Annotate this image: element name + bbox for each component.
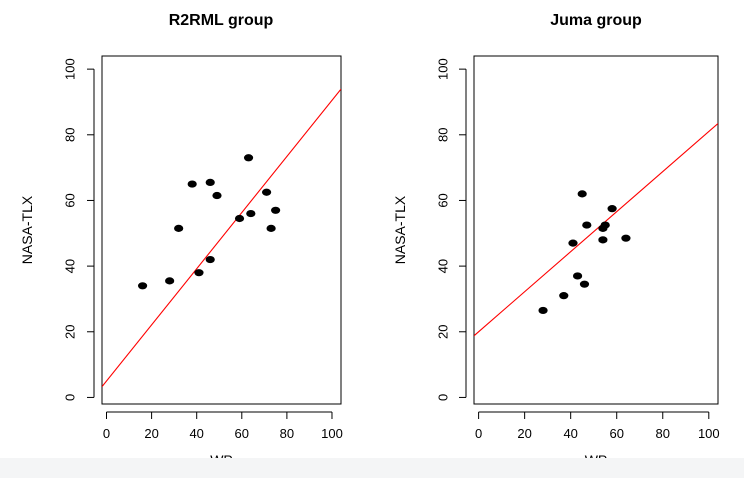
- y-tick-label: 100: [63, 58, 78, 80]
- data-point: [607, 205, 617, 213]
- data-points: [538, 190, 631, 315]
- x-tick-label: 60: [235, 426, 249, 441]
- x-tick-label: 40: [189, 426, 203, 441]
- data-point: [187, 180, 197, 188]
- data-point: [559, 292, 569, 300]
- data-point: [174, 224, 184, 232]
- panel-title: Juma group: [550, 12, 642, 29]
- x-tick-label: 40: [563, 426, 577, 441]
- regression-line: [102, 88, 341, 387]
- data-point: [261, 188, 272, 196]
- data-point: [194, 269, 204, 277]
- y-tick-label: 40: [436, 259, 451, 273]
- x-tick-label: 20: [517, 426, 531, 441]
- data-point: [137, 282, 148, 290]
- y-tick-label: 80: [63, 128, 78, 142]
- regression-line: [474, 123, 718, 337]
- data-point: [600, 221, 610, 229]
- panel-title: R2RML group: [169, 12, 274, 29]
- data-points: [137, 154, 281, 290]
- x-tick-label: 100: [698, 426, 720, 441]
- x-axis: 0 20 40 60 80 100: [103, 411, 343, 441]
- y-tick-label: 0: [436, 394, 451, 401]
- x-tick-label: 0: [475, 426, 482, 441]
- x-tick-label: 20: [144, 426, 158, 441]
- data-point: [165, 277, 175, 285]
- data-point: [582, 221, 592, 229]
- scatter-panel-1: R2RML group020406080100020406080100WPNAS…: [19, 12, 343, 468]
- y-tick-label: 60: [436, 193, 451, 207]
- data-point: [243, 154, 254, 162]
- data-point: [568, 239, 578, 247]
- x-axis: 0 20 40 60 80 100: [475, 411, 720, 441]
- data-point: [212, 191, 222, 200]
- x-tick-label: 100: [321, 426, 343, 441]
- y-tick-label: 0: [63, 394, 78, 401]
- data-point: [246, 209, 256, 218]
- data-point: [271, 206, 281, 214]
- x-tick-label: 0: [103, 426, 110, 441]
- data-point: [579, 280, 590, 288]
- y-tick-label: 100: [436, 58, 451, 80]
- y-axis-label: NASA-TLX: [19, 195, 35, 264]
- y-tick-label: 20: [63, 325, 78, 339]
- data-point: [621, 234, 631, 242]
- y-tick-label: 80: [436, 128, 451, 142]
- data-point: [266, 224, 276, 232]
- data-point: [572, 272, 583, 280]
- data-point: [205, 178, 215, 186]
- x-tick-label: 80: [280, 426, 294, 441]
- y-tick-label: 40: [63, 259, 78, 273]
- scatter-panel-2: Juma group020406080100020406080100WPNASA…: [392, 12, 720, 468]
- data-point: [538, 306, 548, 315]
- y-axis: 0 20 40 60 80 100: [436, 58, 467, 401]
- y-tick-label: 60: [63, 193, 78, 207]
- plot-frame: [101, 55, 342, 405]
- y-tick-label: 20: [436, 325, 451, 339]
- data-point: [234, 214, 245, 223]
- data-point: [598, 236, 608, 244]
- footer-band: [0, 458, 744, 478]
- y-axis-label: NASA-TLX: [392, 195, 408, 264]
- y-axis: 0 20 40 60 80 100: [63, 58, 95, 401]
- plot-frame: [473, 55, 719, 405]
- x-tick-label: 80: [656, 426, 670, 441]
- x-tick-label: 60: [609, 426, 623, 441]
- data-point: [205, 255, 215, 264]
- data-point: [577, 190, 587, 198]
